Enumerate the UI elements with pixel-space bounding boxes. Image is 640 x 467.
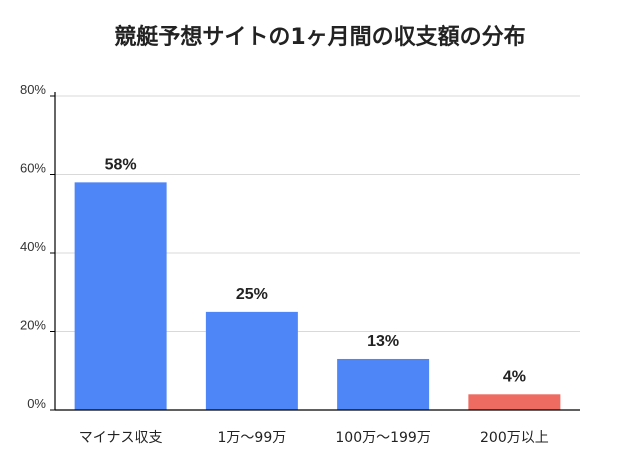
data-label: 25% (236, 286, 268, 303)
x-tick-label: 100万〜199万 (335, 430, 430, 446)
y-tick-label: 60% (20, 161, 46, 176)
y-axis-ticks: 0% 20% 40% 60% 80% (20, 82, 55, 411)
y-tick-label: 80% (20, 82, 46, 97)
bar (74, 182, 167, 410)
x-axis-ticks: マイナス収支 1万〜99万 100万〜199万 200万以上 (79, 430, 549, 446)
y-tick-label: 40% (20, 239, 46, 254)
axes (54, 92, 580, 411)
data-labels: 58% 25% 13% 4% (105, 156, 526, 385)
x-tick-label: マイナス収支 (79, 430, 163, 446)
data-label: 58% (105, 156, 137, 173)
bar (337, 358, 430, 410)
chart-title: 競艇予想サイトの1ヶ月間の収支額の分布 (114, 24, 525, 50)
bar (468, 394, 561, 410)
x-tick-label: 1万〜99万 (218, 430, 287, 446)
y-tick-label: 0% (27, 396, 46, 411)
bar (205, 311, 298, 410)
x-tick-label: 200万以上 (480, 430, 549, 446)
y-tick-label: 20% (20, 318, 46, 333)
data-label: 13% (367, 333, 399, 350)
data-label: 4% (503, 368, 526, 385)
bars (74, 182, 561, 410)
